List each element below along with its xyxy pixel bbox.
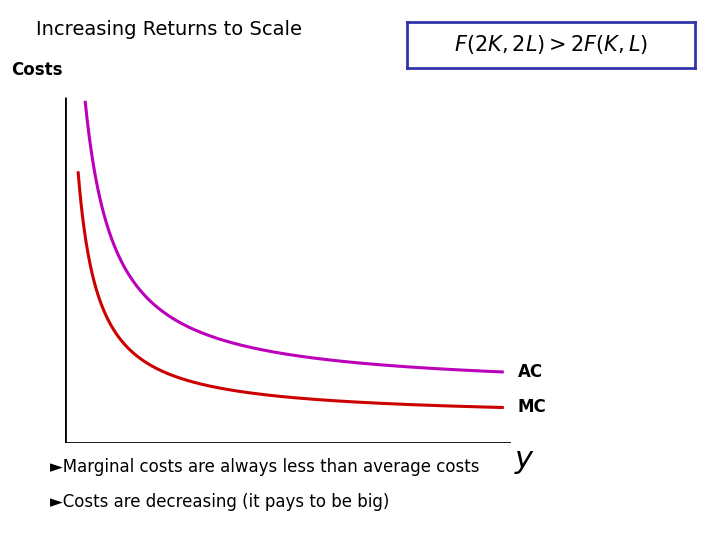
Text: Increasing Returns to Scale: Increasing Returns to Scale [36,20,302,39]
Text: $F(2K,2L)>2F(K,L)$: $F(2K,2L)>2F(K,L)$ [454,33,648,56]
Text: $y$: $y$ [514,444,535,476]
Text: ►Marginal costs are always less than average costs: ►Marginal costs are always less than ave… [50,458,480,476]
Text: ►Costs are decreasing (it pays to be big): ►Costs are decreasing (it pays to be big… [50,493,390,511]
Text: AC: AC [518,363,543,381]
Text: Costs: Costs [12,60,63,78]
Text: MC: MC [518,399,546,416]
